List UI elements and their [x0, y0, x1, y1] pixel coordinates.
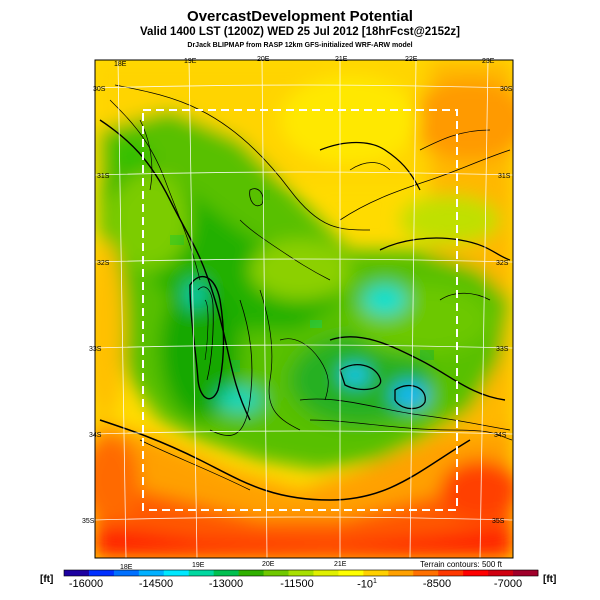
colorbar-tick-label: -8500 [422, 578, 452, 590]
lat-label: 30S [93, 86, 106, 93]
colorbar-swatch [438, 570, 464, 576]
lat-labels-right: 30S 31S 32S 33S 34S 35S [492, 86, 513, 525]
inner-domain-box [142, 109, 458, 511]
lon-label: 18E [114, 61, 127, 68]
lat-label: 33S [89, 346, 102, 353]
valid-time-subtitle: Valid 1400 LST (1200Z) WED 25 Jul 2012 [… [140, 26, 460, 38]
colorbar-tick-label: -11500 [280, 578, 314, 590]
colorbar-swatch [188, 570, 215, 576]
lon-label: 20E [262, 561, 275, 568]
lon-label: 23E [482, 58, 495, 65]
colorbar-tick-label: -16000 [68, 578, 104, 590]
colorbar-unit-left: [ft] [40, 574, 54, 585]
field-layer [95, 60, 513, 558]
lon-label: 21E [334, 561, 347, 568]
lat-label: 32S [97, 260, 110, 267]
lat-labels-left: 30S 31S 32S 33S 34S 35S [82, 86, 110, 525]
lon-labels-bottom: 18E 19E 20E 21E [120, 561, 347, 571]
lon-label: 18E [120, 564, 133, 571]
lat-label: 32S [496, 260, 509, 267]
lon-label: 21E [335, 56, 348, 63]
lon-labels-top: 18E 19E 20E 21E 22E 23E [114, 56, 495, 68]
colorbar-swatch [113, 570, 140, 576]
colorbar-swatch [313, 570, 339, 576]
colorbar-swatch [363, 570, 389, 576]
terrain-contours [99, 84, 513, 501]
colorbar [63, 569, 539, 577]
colorbar-swatch [463, 570, 489, 576]
lat-label: 31S [498, 173, 511, 180]
colorbar-swatch [338, 570, 364, 576]
colorbar-swatch [413, 570, 439, 576]
colorbar-swatch [163, 570, 190, 576]
colorbar-swatch [64, 570, 90, 576]
colorbar-frame [63, 569, 539, 577]
lat-label: 30S [500, 86, 513, 93]
lat-label: 35S [492, 518, 505, 525]
lon-label: 20E [257, 56, 270, 63]
lat-label: 34S [494, 432, 507, 439]
colorbar-swatch [138, 570, 165, 576]
lat-label: 35S [82, 518, 95, 525]
lon-label: 22E [405, 56, 418, 63]
map-frame [94, 59, 514, 559]
colorbar-swatch [263, 570, 289, 576]
colorbar-swatch [513, 570, 539, 576]
lat-label: 34S [89, 432, 102, 439]
map-title: OvercastDevelopment Potential [187, 8, 413, 25]
colorbar-swatch [213, 570, 240, 576]
model-credit: DrJack BLIPMAP from RASP 12km GFS-initia… [187, 42, 413, 49]
colorbar-swatch [288, 570, 314, 576]
lat-label: 31S [97, 173, 110, 180]
colorbar-tick-label: -101 [357, 578, 377, 591]
colorbar-swatch [488, 570, 514, 576]
colorbar-unit-right: [ft] [543, 574, 557, 585]
lon-label: 19E [192, 562, 205, 569]
colorbar-swatch [88, 570, 115, 576]
colorbar-swatch [388, 570, 414, 576]
lat-lon-grid [94, 59, 514, 559]
terrain-contour-note: Terrain contours: 500 ft [420, 560, 502, 569]
colorbar-swatch [238, 570, 264, 576]
colorbar-tick-label: -13000 [208, 578, 244, 590]
lat-label: 33S [496, 346, 509, 353]
colorbar-tick-label: -7000 [493, 578, 523, 590]
colorbar-tick-label: -14500 [138, 578, 174, 590]
lon-label: 19E [184, 58, 197, 65]
